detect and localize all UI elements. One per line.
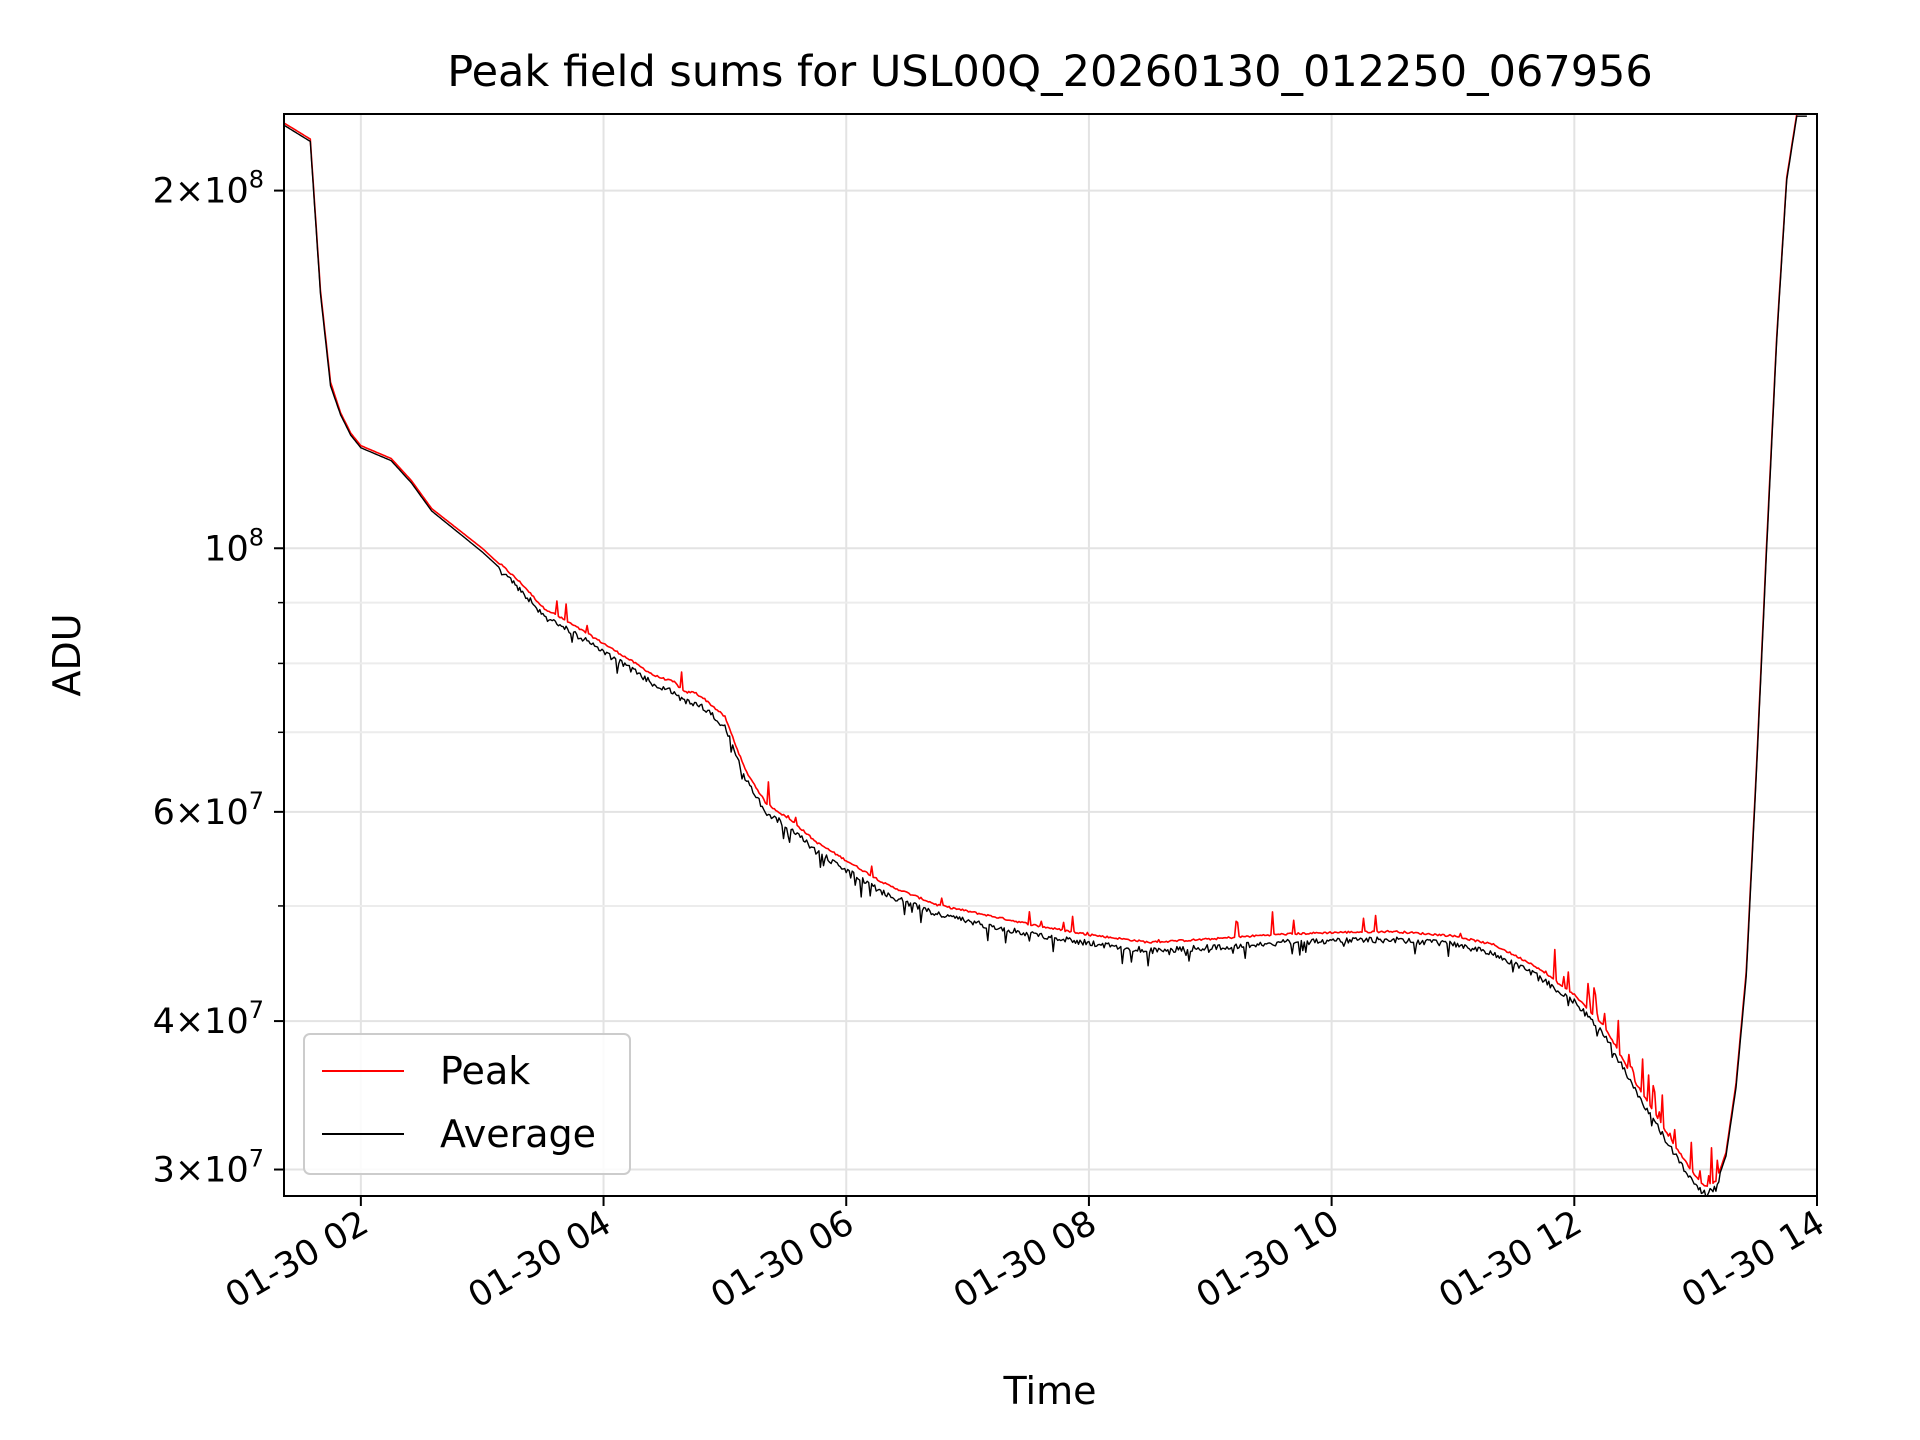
chart-title: Peak field sums for USL00Q_20260130_0122… [447,47,1653,97]
legend-label-peak: Peak [440,1049,530,1093]
x-axis-label: Time [1003,1369,1097,1413]
series-group [284,114,1807,1196]
y-tick-label: 108 [204,523,264,569]
y-tick-label: 3×107 [153,1145,264,1191]
legend: Peak Average [303,1033,631,1175]
y-tick-label: 2×108 [153,166,264,212]
y-axis-label: ADU [45,613,89,696]
series-line-average [284,115,1807,1196]
legend-box [303,1033,631,1175]
y-tick-label: 4×107 [153,996,264,1042]
y-axis-ticks: 3×107 4×107 6×107 108 2×108 [153,166,284,1191]
series-line-peak [284,114,1807,1187]
legend-label-average: Average [440,1112,596,1156]
grid-lines [284,114,1817,1196]
plot-frame [283,113,1818,1197]
y-tick-label: 6×107 [153,787,264,833]
